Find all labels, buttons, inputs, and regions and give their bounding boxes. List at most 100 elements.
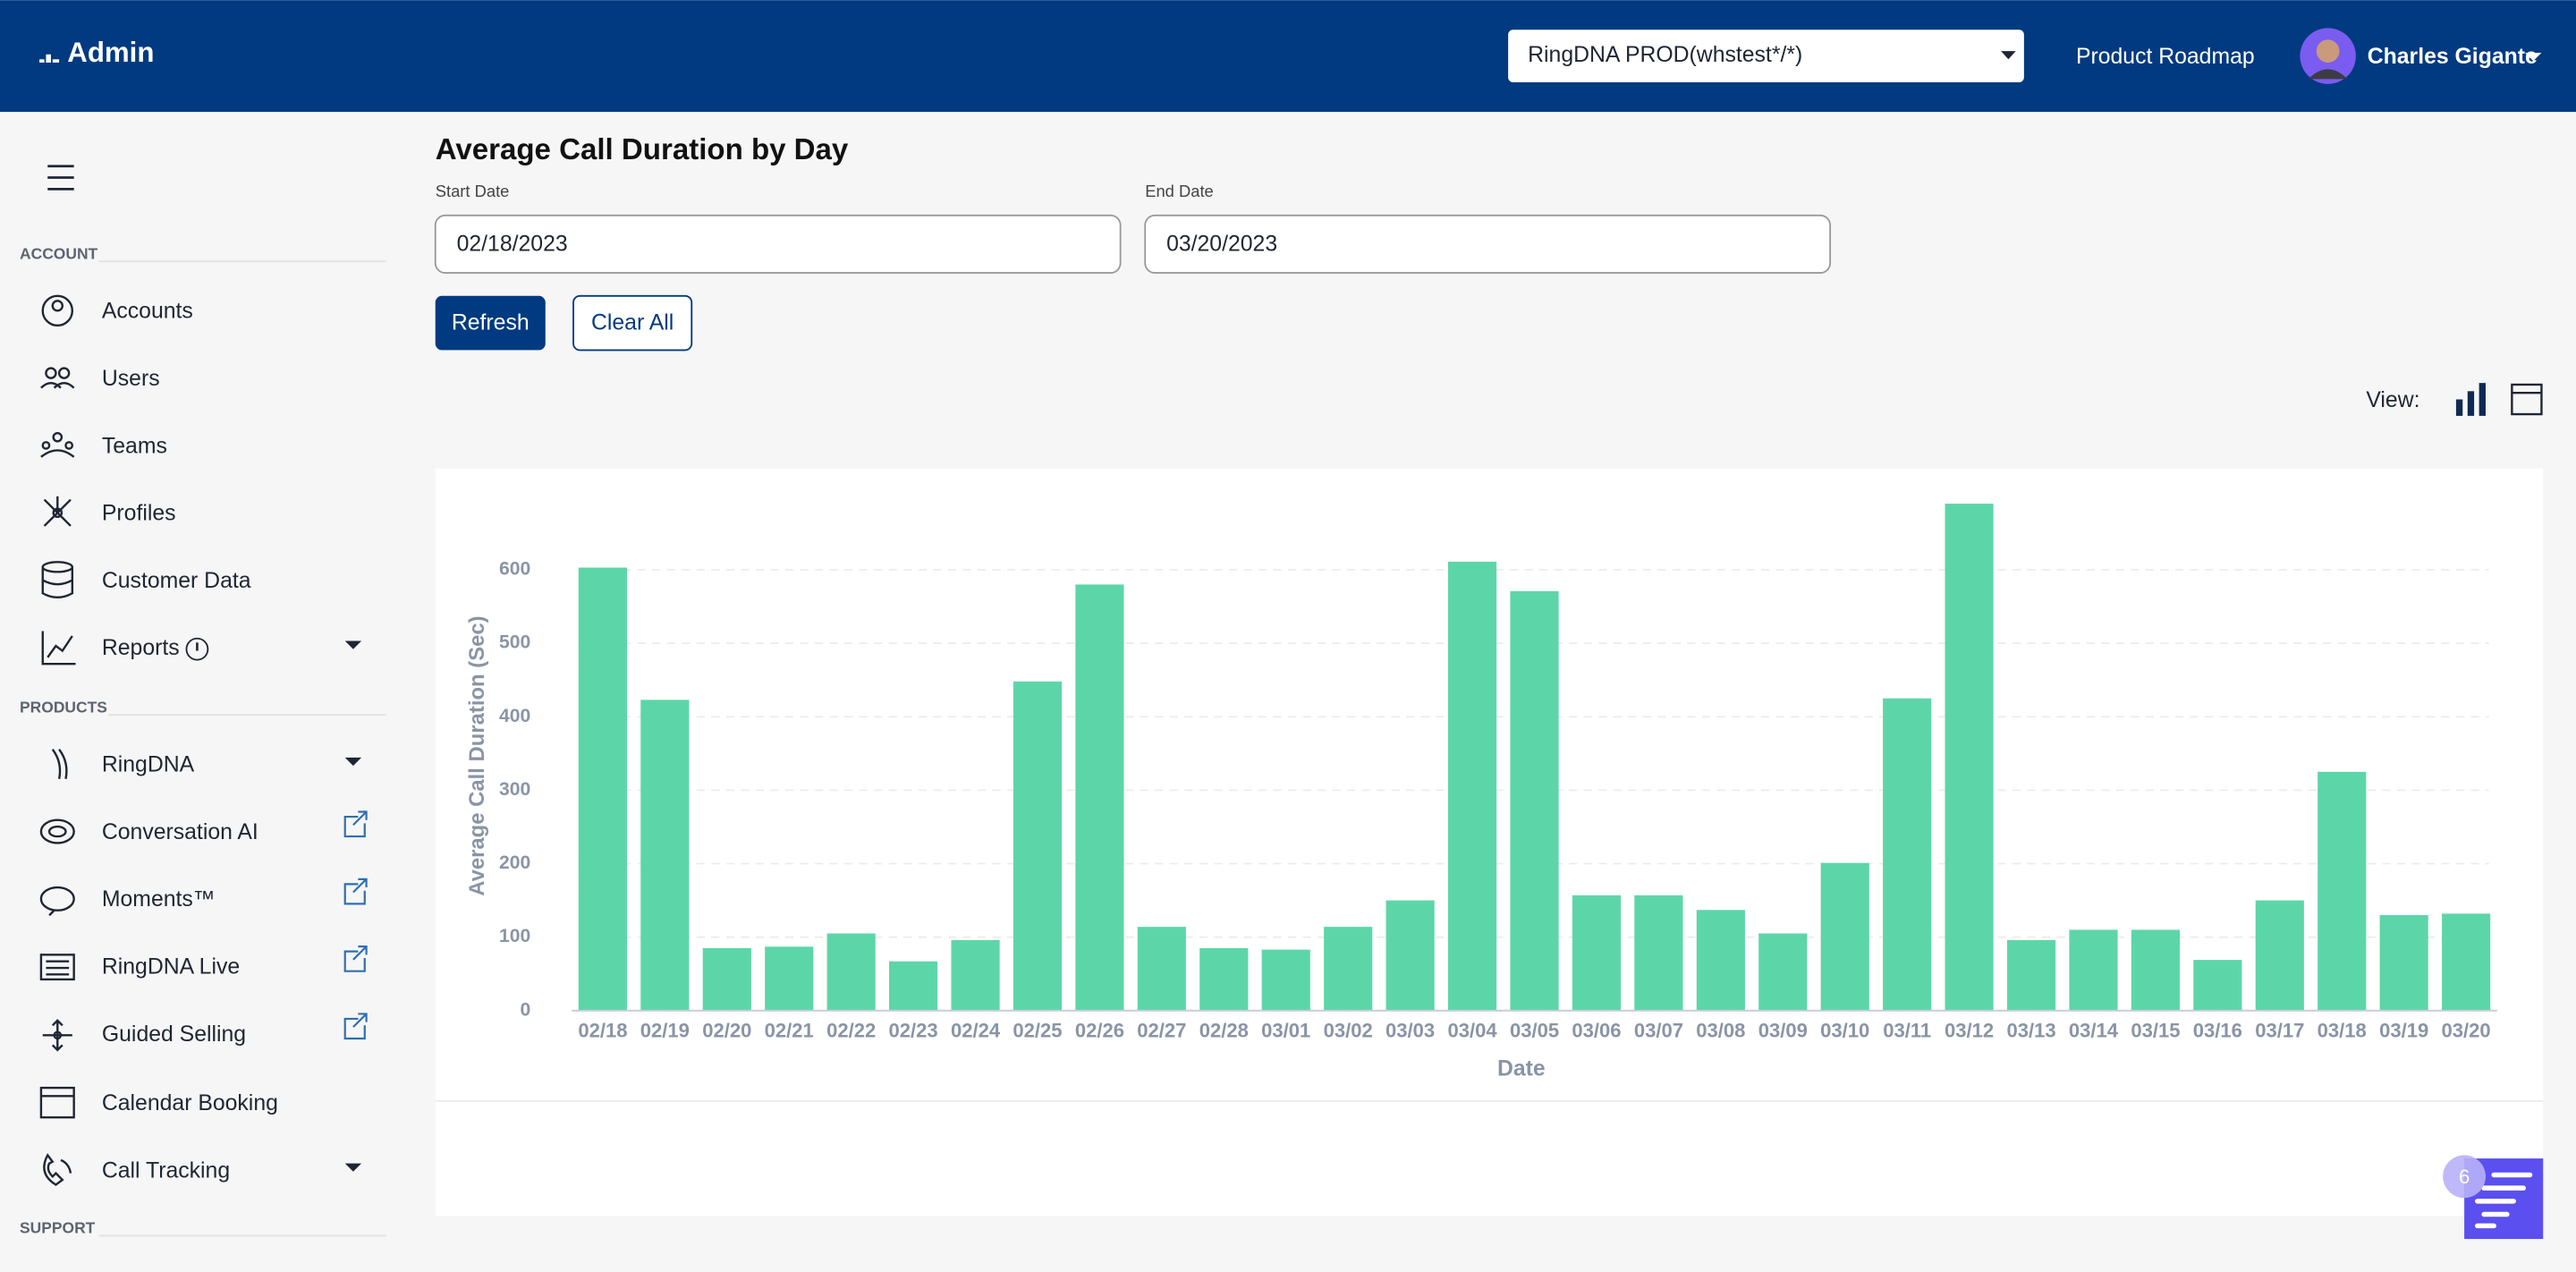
bar bbox=[1758, 933, 1808, 1011]
input-label: End Date bbox=[1145, 182, 1214, 200]
section-title: ACCOUNT bbox=[20, 244, 98, 262]
hamburger[interactable] bbox=[47, 165, 74, 191]
bar bbox=[1820, 862, 1869, 1011]
page-title: Average Call Duration by Day bbox=[436, 133, 849, 166]
nav-item[interactable]: Call Tracking bbox=[102, 1158, 230, 1183]
brand[interactable]: Admin bbox=[67, 37, 154, 68]
external-links[interactable] bbox=[343, 810, 368, 1040]
select-caret bbox=[2001, 51, 2016, 60]
x-tick-label: 02/22 bbox=[826, 1019, 876, 1041]
section-title: SUPPORT bbox=[20, 1219, 96, 1237]
end-date-input[interactable] bbox=[1144, 214, 1832, 274]
expand-caret[interactable] bbox=[344, 1163, 362, 1172]
x-tick-label: 02/20 bbox=[702, 1019, 751, 1041]
start-date-input[interactable] bbox=[434, 214, 1122, 274]
nav-item[interactable]: RingDNA Live bbox=[102, 955, 240, 979]
chat-badge[interactable] bbox=[2443, 1155, 2486, 1199]
x-tick-label: 03/10 bbox=[1820, 1019, 1869, 1041]
x-tick-label: 03/03 bbox=[1385, 1019, 1435, 1041]
brand-logo bbox=[39, 54, 60, 63]
bar bbox=[2255, 900, 2304, 1011]
nav-item[interactable]: Calendar Booking bbox=[102, 1091, 278, 1115]
x-tick-label: 03/13 bbox=[2006, 1019, 2055, 1041]
x-tick-label: 03/16 bbox=[2193, 1019, 2242, 1041]
bar bbox=[1385, 900, 1435, 1011]
button-label: Refresh bbox=[452, 311, 530, 335]
bar bbox=[1013, 681, 1063, 1011]
nav-item[interactable]: Teams bbox=[102, 434, 167, 458]
x-tick-label: 03/01 bbox=[1261, 1019, 1310, 1041]
x-tick-label: 02/19 bbox=[640, 1019, 690, 1041]
alert-mark bbox=[196, 642, 199, 651]
chat-badge-count: 6 bbox=[2459, 1166, 2470, 1188]
nav-item[interactable]: Guided Selling bbox=[102, 1022, 246, 1047]
nav-item[interactable]: Moments™ bbox=[102, 887, 216, 912]
bar bbox=[2379, 915, 2428, 1011]
nav-item[interactable]: Customer Data bbox=[102, 569, 251, 593]
section-title: PRODUCTS bbox=[20, 698, 107, 716]
header-bar bbox=[0, 0, 2576, 113]
bar bbox=[578, 567, 627, 1011]
nav-item[interactable]: RingDNA bbox=[102, 753, 195, 777]
y-tick-label: 400 bbox=[499, 706, 530, 726]
x-tick-label: 03/11 bbox=[1883, 1019, 1931, 1041]
x-tick-label: 03/06 bbox=[1572, 1019, 1621, 1041]
bar bbox=[1634, 895, 1683, 1011]
bar bbox=[2318, 771, 2367, 1011]
x-tick-label: 03/05 bbox=[1510, 1019, 1559, 1041]
bar bbox=[1572, 895, 1622, 1011]
bar bbox=[1447, 561, 1497, 1011]
bar bbox=[826, 933, 876, 1011]
x-tick-label: 03/08 bbox=[1696, 1019, 1745, 1041]
bar bbox=[2442, 913, 2491, 1011]
view-label: View: bbox=[2366, 388, 2419, 412]
y-axis-label: Average Call Duration (Sec) bbox=[465, 615, 489, 895]
bar bbox=[951, 939, 1000, 1011]
expand-caret[interactable] bbox=[344, 757, 362, 767]
y-tick-label: 600 bbox=[499, 559, 530, 580]
x-tick-label: 02/28 bbox=[1199, 1019, 1249, 1041]
bar bbox=[1883, 698, 1932, 1011]
bar bbox=[1137, 927, 1186, 1011]
bar bbox=[2006, 939, 2056, 1011]
bar bbox=[1945, 504, 1994, 1011]
nav-item[interactable]: Conversation AI bbox=[102, 820, 258, 844]
bar bbox=[765, 946, 814, 1011]
input-value: 02/18/2023 bbox=[457, 232, 568, 256]
nav-item[interactable]: Reports bbox=[102, 636, 180, 660]
x-tick-label: 02/23 bbox=[889, 1019, 938, 1041]
org-select-value: RingDNA PROD(whstest*/*) bbox=[1528, 43, 1802, 67]
x-tick-label: 02/21 bbox=[765, 1019, 814, 1041]
refresh-button[interactable] bbox=[435, 295, 546, 351]
x-tick-label: 02/26 bbox=[1075, 1019, 1124, 1041]
roadmap-link[interactable]: Product Roadmap bbox=[2076, 45, 2255, 69]
table-view-icon[interactable] bbox=[2511, 383, 2543, 416]
bar bbox=[2069, 929, 2118, 1011]
x-tick-label: 03/09 bbox=[1758, 1019, 1808, 1041]
y-tick-label: 0 bbox=[521, 999, 531, 1020]
x-tick-label: 02/18 bbox=[578, 1019, 627, 1041]
expand-caret[interactable] bbox=[344, 640, 362, 649]
bar bbox=[2193, 960, 2242, 1011]
chart-view-icon[interactable] bbox=[2455, 383, 2486, 416]
icons bbox=[39, 294, 76, 1186]
nav-item[interactable]: Profiles bbox=[102, 502, 176, 526]
bar bbox=[1510, 590, 1559, 1011]
bar bbox=[1261, 949, 1310, 1011]
nav-item[interactable]: Users bbox=[102, 367, 160, 391]
chat-logo bbox=[2475, 1172, 2533, 1229]
input-label: Start Date bbox=[436, 182, 510, 200]
org-select[interactable] bbox=[1508, 30, 2024, 83]
user-name[interactable]: Charles Gigante bbox=[2368, 45, 2538, 69]
clear-button[interactable] bbox=[572, 294, 693, 352]
y-tick-label: 500 bbox=[499, 632, 530, 653]
y-tick-label: 200 bbox=[499, 852, 530, 873]
x-tick-label: 03/02 bbox=[1324, 1019, 1373, 1041]
x-tick-label: 03/20 bbox=[2442, 1019, 2491, 1041]
x-tick-label: 03/04 bbox=[1447, 1019, 1497, 1041]
nav-item[interactable]: Accounts bbox=[102, 300, 193, 324]
bar bbox=[1324, 927, 1373, 1011]
x-tick-label: 02/24 bbox=[951, 1019, 1001, 1041]
bar bbox=[889, 961, 938, 1011]
x-tick-label: 03/12 bbox=[1945, 1019, 1994, 1041]
